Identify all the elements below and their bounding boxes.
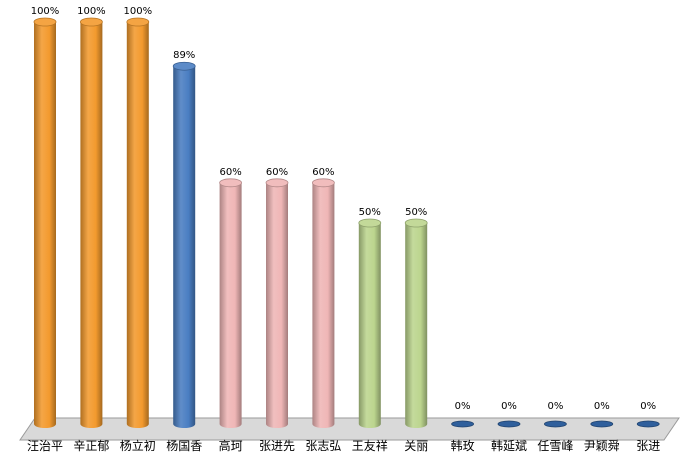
bar-top	[358, 218, 382, 228]
bar-6	[265, 178, 289, 428]
bar-body	[405, 223, 428, 428]
bar-3	[126, 17, 150, 428]
bar-11	[497, 420, 521, 428]
data-label: 0%	[547, 401, 563, 412]
bar-body	[34, 22, 56, 428]
data-label: 100%	[124, 6, 153, 17]
bar-top	[636, 420, 660, 428]
bar-body	[80, 22, 103, 428]
data-label: 0%	[640, 401, 656, 412]
bar-12	[544, 420, 567, 428]
bar-9	[404, 218, 428, 428]
bar-top	[265, 178, 289, 188]
bar-top	[126, 17, 150, 27]
bar-8	[358, 218, 382, 428]
bar-4	[172, 61, 196, 428]
category-label: 辛正郁	[73, 438, 109, 453]
data-label: 100%	[77, 6, 106, 17]
bar-body	[266, 182, 288, 428]
bar-top	[451, 420, 475, 428]
category-label: 张志弘	[305, 439, 341, 453]
data-label: 50%	[359, 207, 381, 218]
category-label: 任雪峰	[537, 439, 573, 453]
bar-top	[544, 420, 567, 428]
category-label: 杨立初	[120, 438, 156, 453]
bar-10	[451, 420, 475, 428]
category-label: 韩延斌	[491, 438, 527, 453]
bar-top	[172, 61, 196, 71]
data-label: 0%	[594, 401, 610, 412]
category-label: 张进	[636, 439, 660, 453]
bar-1	[33, 17, 57, 428]
bar-body	[126, 22, 149, 428]
bar-body	[312, 182, 335, 428]
data-label: 60%	[312, 167, 334, 178]
bar-top	[497, 420, 521, 428]
category-label: 尹颖舜	[584, 438, 620, 453]
bar-top	[311, 178, 335, 188]
bar-14	[636, 420, 660, 428]
bar-top	[590, 420, 614, 428]
category-label: 杨国香	[166, 438, 202, 453]
bar-top	[80, 17, 103, 27]
data-label: 60%	[219, 167, 241, 178]
bar-top	[404, 218, 428, 228]
category-label: 关丽	[404, 439, 428, 453]
bar-7	[311, 178, 335, 428]
bar-top	[219, 178, 243, 188]
category-label: 韩玫	[451, 438, 475, 453]
bar-13	[590, 420, 614, 428]
bar-2	[80, 17, 103, 428]
category-label: 高珂	[219, 438, 243, 453]
data-label: 0%	[501, 401, 517, 412]
category-label: 王友祥	[352, 439, 388, 453]
category-label: 汪治平	[27, 439, 63, 453]
data-label: 0%	[455, 401, 471, 412]
bar-body	[219, 182, 242, 428]
data-label: 89%	[173, 50, 195, 61]
data-label: 100%	[31, 6, 60, 17]
bar-body	[173, 66, 196, 428]
bar-body	[358, 223, 381, 428]
data-label: 50%	[405, 207, 427, 218]
bar-5	[219, 178, 243, 428]
bar-top	[33, 17, 57, 27]
chart-floor	[19, 417, 680, 441]
category-label: 张进先	[259, 439, 295, 453]
data-label: 60%	[266, 167, 288, 178]
